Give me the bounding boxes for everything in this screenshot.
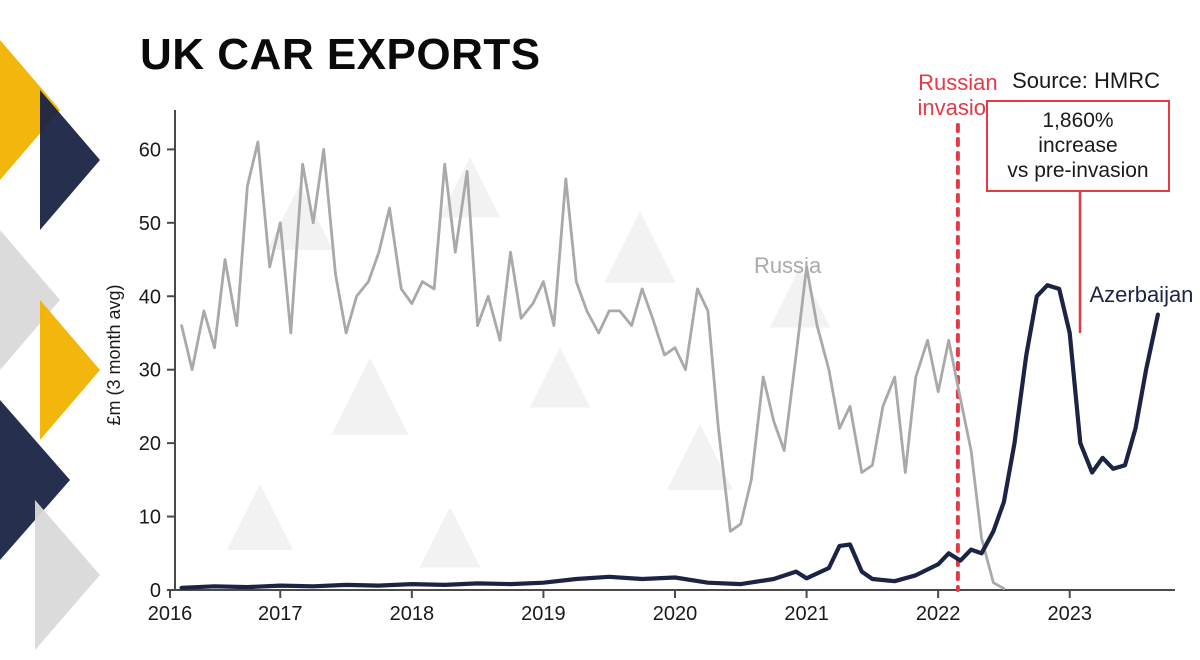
svg-text:0: 0	[150, 580, 161, 602]
svg-text:60: 60	[139, 139, 161, 161]
svg-text:2023: 2023	[1047, 603, 1092, 625]
svg-text:50: 50	[139, 213, 161, 235]
chart-title: UK CAR EXPORTS	[140, 30, 541, 80]
series-label-azerbaijan: Azerbaijan	[1089, 282, 1193, 308]
svg-text:2021: 2021	[784, 603, 829, 625]
svg-text:10: 10	[139, 507, 161, 529]
svg-text:£m (3 month avg): £m (3 month avg)	[104, 284, 124, 425]
svg-text:30: 30	[139, 360, 161, 382]
line-chart: 0 10 20 30 40 50 60 £m (3 month avg) 2016 2017 201…	[0, 0, 1200, 660]
svg-text:2020: 2020	[653, 603, 698, 625]
series-label-russia: Russia	[754, 253, 821, 279]
svg-text:2017: 2017	[258, 603, 303, 625]
svg-text:2019: 2019	[521, 603, 566, 625]
source-label: Source: HMRC	[1012, 68, 1160, 94]
svg-text:2022: 2022	[916, 603, 961, 625]
svg-text:2016: 2016	[148, 603, 193, 625]
svg-text:40: 40	[139, 286, 161, 308]
svg-text:20: 20	[139, 433, 161, 455]
callout-line3: vs pre-invasion	[1007, 159, 1148, 182]
callout-line1: 1,860%	[1042, 109, 1113, 132]
callout-line2: increase	[1038, 134, 1117, 157]
callout-box: 1,860% increase vs pre-invasion	[986, 100, 1170, 192]
svg-text:2018: 2018	[390, 603, 435, 625]
chart-container: { "title": "UK CAR EXPORTS", "title_font…	[0, 0, 1200, 660]
invasion-label-line1: Russian	[918, 70, 997, 95]
